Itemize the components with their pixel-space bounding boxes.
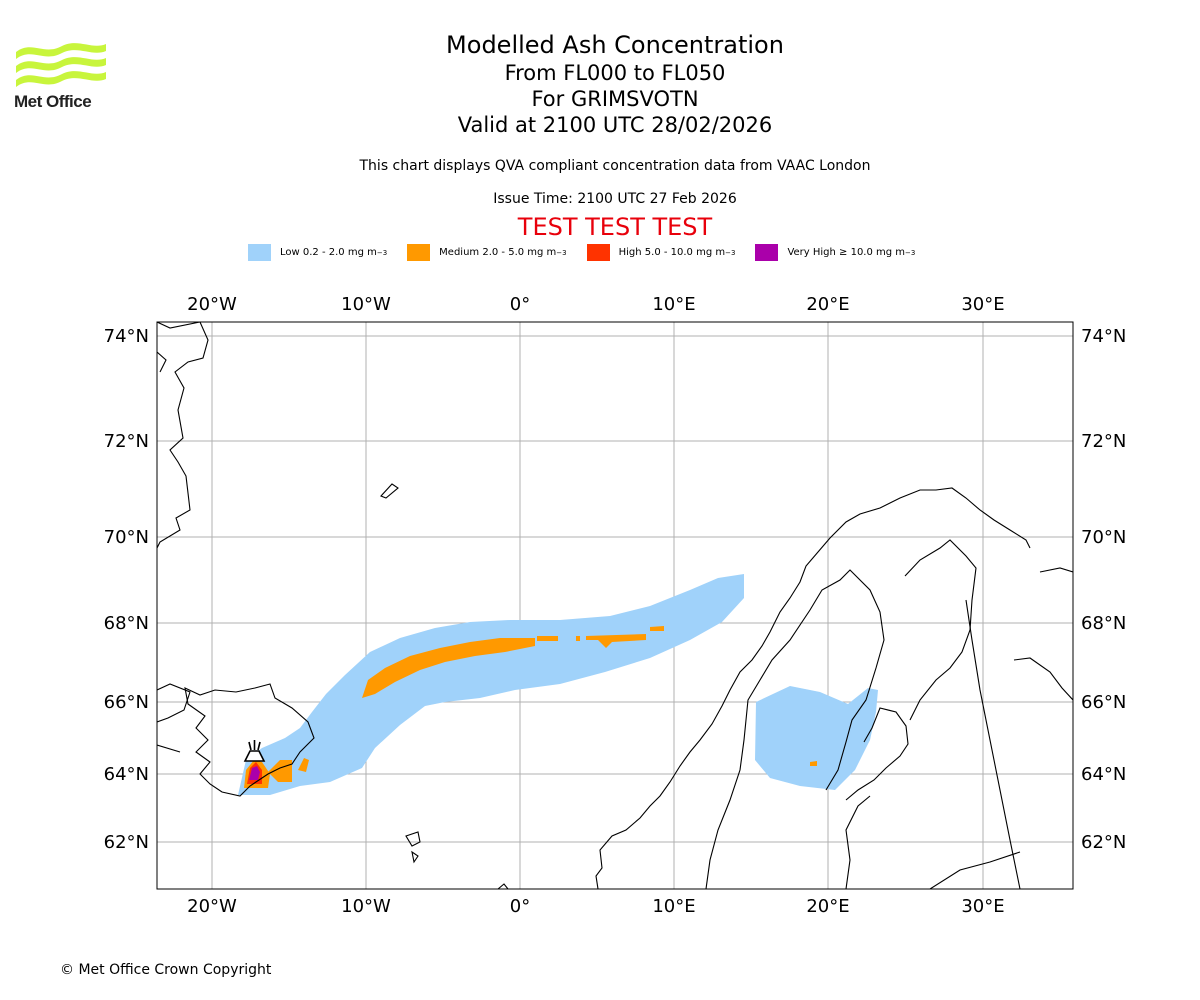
legend-item-low: Low 0.2 - 2.0 mg m −3 <box>248 244 387 261</box>
chart-title-block: Modelled Ash Concentration From FL000 to… <box>0 30 1200 138</box>
lat-tick-right: 68°N <box>1081 613 1126 634</box>
ash-medium-dot-scandinavia <box>810 761 817 766</box>
legend: Low 0.2 - 2.0 mg m −3 Medium 2.0 - 5.0 mg… <box>248 244 935 261</box>
test-banner: TEST TEST TEST <box>517 213 713 241</box>
logo-text: Met Office <box>14 92 92 111</box>
ash-medium-fragment-2 <box>586 634 646 648</box>
coastlines <box>157 322 1073 889</box>
lat-tick-right: 66°N <box>1081 692 1126 713</box>
lat-tick-left: 74°N <box>104 326 149 347</box>
legend-swatch-high <box>586 244 610 261</box>
legend-unit-low: −3 <box>376 248 388 257</box>
ash-medium-small-east <box>298 758 309 772</box>
lon-tick-top: 30°E <box>961 294 1004 315</box>
legend-item-medium: Medium 2.0 - 5.0 mg m −3 <box>407 244 567 261</box>
lat-tick-right: 64°N <box>1081 764 1126 785</box>
lon-tick-top: 10°W <box>341 294 391 315</box>
lon-tick-bottom: 10°E <box>652 896 695 917</box>
flight-levels: From FL000 to FL050 <box>504 61 726 85</box>
legend-unit-high: −3 <box>725 248 736 257</box>
legend-unit-medium: −3 <box>556 248 567 257</box>
legend-swatch-low <box>248 244 271 261</box>
legend-label-very-high: Very High ≥ 10.0 mg m <box>787 247 906 258</box>
lon-ticks-top: 20°W 10°W 0° 10°E 20°E 30°E <box>187 294 1004 315</box>
lon-tick-top: 0° <box>510 294 530 315</box>
gridlines <box>157 322 1073 889</box>
lat-ticks-right: 74°N 72°N 70°N 68°N 66°N 64°N 62°N <box>1081 326 1126 853</box>
ash-low-plume <box>238 574 744 795</box>
volcano-name: For GRIMSVOTN <box>531 87 699 111</box>
lat-tick-left: 66°N <box>104 692 149 713</box>
lon-tick-top: 10°E <box>652 294 695 315</box>
legend-unit-very-high: −3 <box>905 248 916 257</box>
lat-tick-left: 68°N <box>104 613 149 634</box>
lat-tick-left: 70°N <box>104 527 149 548</box>
map-frame <box>156 321 1074 890</box>
legend-swatch-medium <box>407 244 431 261</box>
legend-label-medium: Medium 2.0 - 5.0 mg m <box>439 247 557 258</box>
legend-item-very-high: Very High ≥ 10.0 mg m −3 <box>755 244 915 261</box>
lon-tick-bottom: 30°E <box>961 896 1004 917</box>
lat-tick-left: 62°N <box>104 832 149 853</box>
lat-tick-left: 64°N <box>104 764 149 785</box>
lon-ticks-bottom: 20°W 10°W 0° 10°E 20°E 30°E <box>187 896 1004 917</box>
legend-swatch-very-high <box>755 244 779 261</box>
legend-label-high: High 5.0 - 10.0 mg m <box>618 247 726 258</box>
issue-time: Issue Time: 2100 UTC 27 Feb 2026 <box>493 191 737 207</box>
ash-medium-band <box>362 638 535 698</box>
lon-tick-bottom: 10°W <box>341 896 391 917</box>
lon-tick-bottom: 20°W <box>187 896 237 917</box>
lon-tick-bottom: 0° <box>510 896 530 917</box>
ash-medium-fragment-3 <box>650 626 664 631</box>
legend-item-high: High 5.0 - 10.0 mg m −3 <box>586 244 736 261</box>
valid-time: Valid at 2100 UTC 28/02/2026 <box>457 113 773 137</box>
lat-tick-right: 62°N <box>1081 832 1126 853</box>
met-office-logo-icon <box>16 43 106 87</box>
ash-medium-fragment-4 <box>576 636 580 641</box>
ash-medium-fragment-1 <box>537 636 558 641</box>
lon-tick-top: 20°W <box>187 294 237 315</box>
ash-low-blob-scandinavia <box>755 686 878 790</box>
volcano-icon <box>243 740 266 762</box>
lat-tick-left: 72°N <box>104 431 149 452</box>
lat-ticks-left: 74°N 72°N 70°N 68°N 66°N 64°N 62°N <box>104 326 149 853</box>
lon-tick-bottom: 20°E <box>806 896 849 917</box>
lat-tick-right: 70°N <box>1081 527 1126 548</box>
legend-label-low: Low 0.2 - 2.0 mg m <box>280 247 377 258</box>
ash-very-high-core <box>249 766 260 780</box>
lat-tick-right: 74°N <box>1081 326 1126 347</box>
copyright: © Met Office Crown Copyright <box>60 962 272 978</box>
lon-tick-top: 20°E <box>806 294 849 315</box>
compliance-note: This chart displays QVA compliant concen… <box>359 158 871 174</box>
lat-tick-right: 72°N <box>1081 431 1126 452</box>
chart-title: Modelled Ash Concentration <box>446 31 784 59</box>
